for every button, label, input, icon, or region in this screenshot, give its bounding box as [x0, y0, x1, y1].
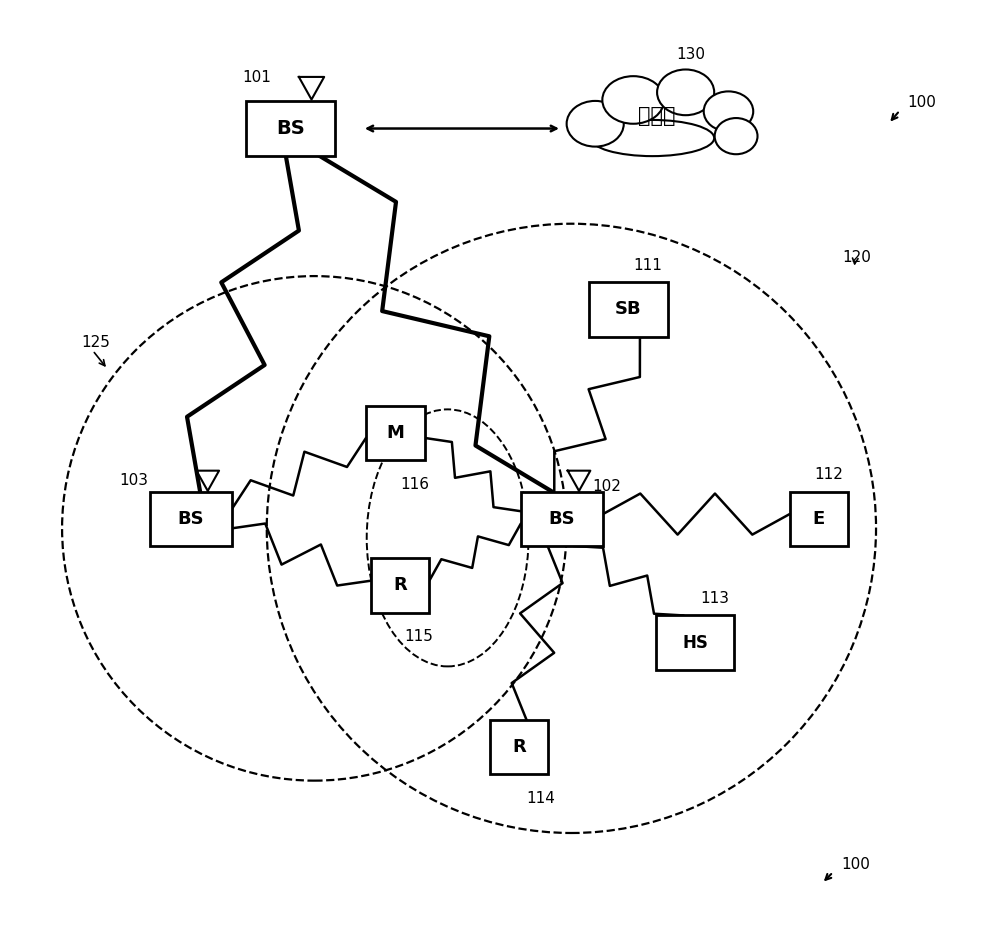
Text: 116: 116 [400, 477, 429, 491]
Text: SB: SB [615, 301, 642, 318]
Bar [150, 492, 232, 546]
Ellipse shape [590, 120, 714, 156]
Text: BS: BS [177, 510, 204, 527]
Ellipse shape [657, 69, 714, 115]
Text: R: R [393, 577, 407, 594]
Text: 120: 120 [843, 249, 872, 265]
Ellipse shape [704, 91, 753, 131]
Text: BS: BS [276, 119, 305, 138]
Bar [246, 101, 335, 155]
Text: 101: 101 [243, 70, 272, 85]
Text: BS: BS [549, 510, 575, 527]
Text: 102: 102 [592, 480, 621, 494]
Text: 114: 114 [527, 791, 556, 805]
Bar [790, 492, 848, 546]
Bar [371, 558, 429, 613]
Text: 115: 115 [405, 629, 434, 644]
Text: E: E [813, 510, 825, 527]
Text: 113: 113 [700, 591, 729, 605]
Text: 互联网: 互联网 [638, 106, 676, 127]
Text: 130: 130 [676, 47, 705, 62]
Bar [521, 492, 603, 546]
Bar [366, 406, 425, 460]
Ellipse shape [715, 118, 758, 154]
Text: M: M [386, 425, 404, 442]
Text: 103: 103 [119, 473, 148, 487]
Bar [490, 720, 548, 775]
Bar [656, 616, 734, 670]
Text: HS: HS [682, 634, 708, 651]
Ellipse shape [602, 76, 664, 124]
Text: 111: 111 [633, 258, 662, 272]
Text: R: R [512, 739, 526, 756]
Text: 112: 112 [814, 467, 843, 482]
Text: 100: 100 [907, 95, 936, 110]
Bar [589, 282, 668, 336]
Text: 125: 125 [81, 335, 110, 350]
Ellipse shape [567, 101, 624, 147]
Text: 100: 100 [841, 857, 870, 872]
